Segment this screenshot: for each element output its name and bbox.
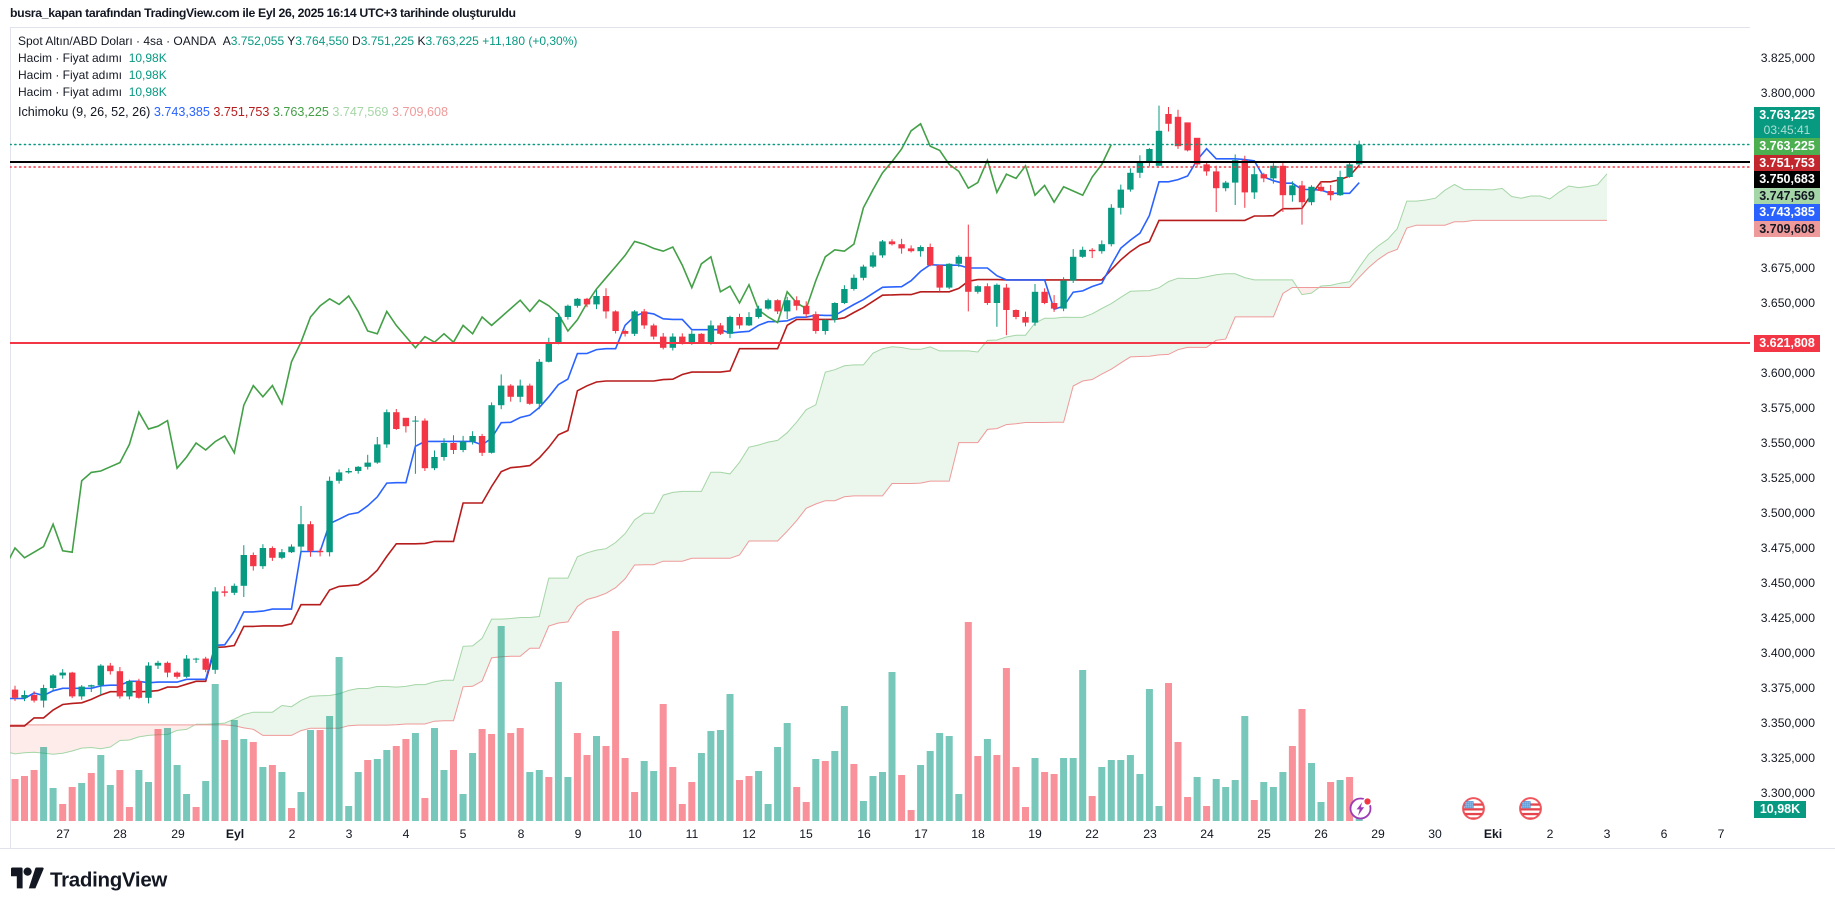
svg-text:TradingView: TradingView [50, 869, 167, 892]
